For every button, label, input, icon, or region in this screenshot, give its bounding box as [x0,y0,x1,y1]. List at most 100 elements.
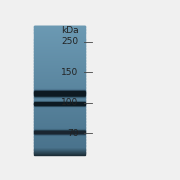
Bar [34,70,85,71]
Bar [34,45,85,46]
Bar [34,153,85,154]
Text: 100: 100 [61,98,78,107]
Bar [34,57,85,58]
Bar [34,29,85,30]
Bar [34,89,85,90]
Text: 70: 70 [67,129,78,138]
Bar [34,82,85,83]
Bar [34,57,85,58]
Bar [34,129,85,130]
Bar [34,95,85,96]
Bar [34,81,85,82]
Bar [34,108,85,109]
Bar [34,93,85,94]
Bar [34,124,85,125]
Bar [34,88,85,89]
Bar [34,97,85,98]
Bar [34,146,85,147]
Bar [34,83,85,84]
Bar [34,40,85,41]
Bar [34,36,85,37]
Bar [34,89,85,90]
Bar [34,93,85,94]
Bar [34,53,85,54]
Bar [34,102,85,103]
Bar [34,36,85,37]
Bar [34,44,85,45]
Bar [34,111,85,112]
Bar [34,67,85,68]
Bar [34,134,85,135]
Bar [34,103,85,104]
Bar [34,128,85,129]
Bar [34,84,85,85]
Bar [34,87,85,88]
Bar [34,86,85,87]
Bar [34,114,85,115]
Bar [34,66,85,67]
Bar [34,145,85,146]
Bar [34,94,85,95]
Bar [34,87,85,88]
Bar [34,151,85,152]
Bar [34,62,85,63]
Bar [34,152,85,153]
Bar [34,42,85,43]
Bar [34,53,85,54]
Bar [34,93,85,94]
Bar [34,147,85,148]
Bar [34,137,85,138]
Bar [34,51,85,52]
Bar [34,132,85,133]
Bar [34,104,85,105]
Bar [34,125,85,126]
Bar [34,139,85,140]
Bar [34,46,85,47]
Bar [34,63,85,64]
Bar [34,96,85,97]
Bar [34,106,85,107]
Bar [34,33,85,34]
Bar [34,113,85,114]
Bar [34,130,85,131]
Bar [34,43,85,44]
Text: 250: 250 [61,37,78,46]
Bar [34,136,85,137]
Bar [34,79,85,80]
Bar [34,26,85,27]
Bar [34,35,85,36]
Bar [34,134,85,135]
Text: 150: 150 [61,68,78,77]
Bar [34,97,85,98]
Bar [34,71,85,72]
Bar [34,154,85,155]
Bar [34,96,85,97]
Bar [34,52,85,53]
Bar [34,132,85,133]
Bar [34,103,85,104]
Bar [34,105,85,106]
Bar [34,90,85,91]
Bar [34,131,85,132]
Bar [34,91,85,92]
Bar [34,133,85,134]
Bar [34,89,85,90]
Bar [34,121,85,122]
Bar [34,34,85,35]
Bar [34,115,85,116]
Bar [34,143,85,144]
Bar [34,26,85,27]
Bar [34,48,85,49]
Bar [34,101,85,102]
Bar [34,64,85,65]
Bar [34,45,85,46]
Bar [34,101,85,102]
Bar [34,133,85,134]
Bar [34,92,85,93]
Bar [34,35,85,36]
Bar [34,49,85,50]
Bar [34,130,85,131]
Bar [34,96,85,97]
Bar [34,90,85,91]
Bar [34,150,85,151]
